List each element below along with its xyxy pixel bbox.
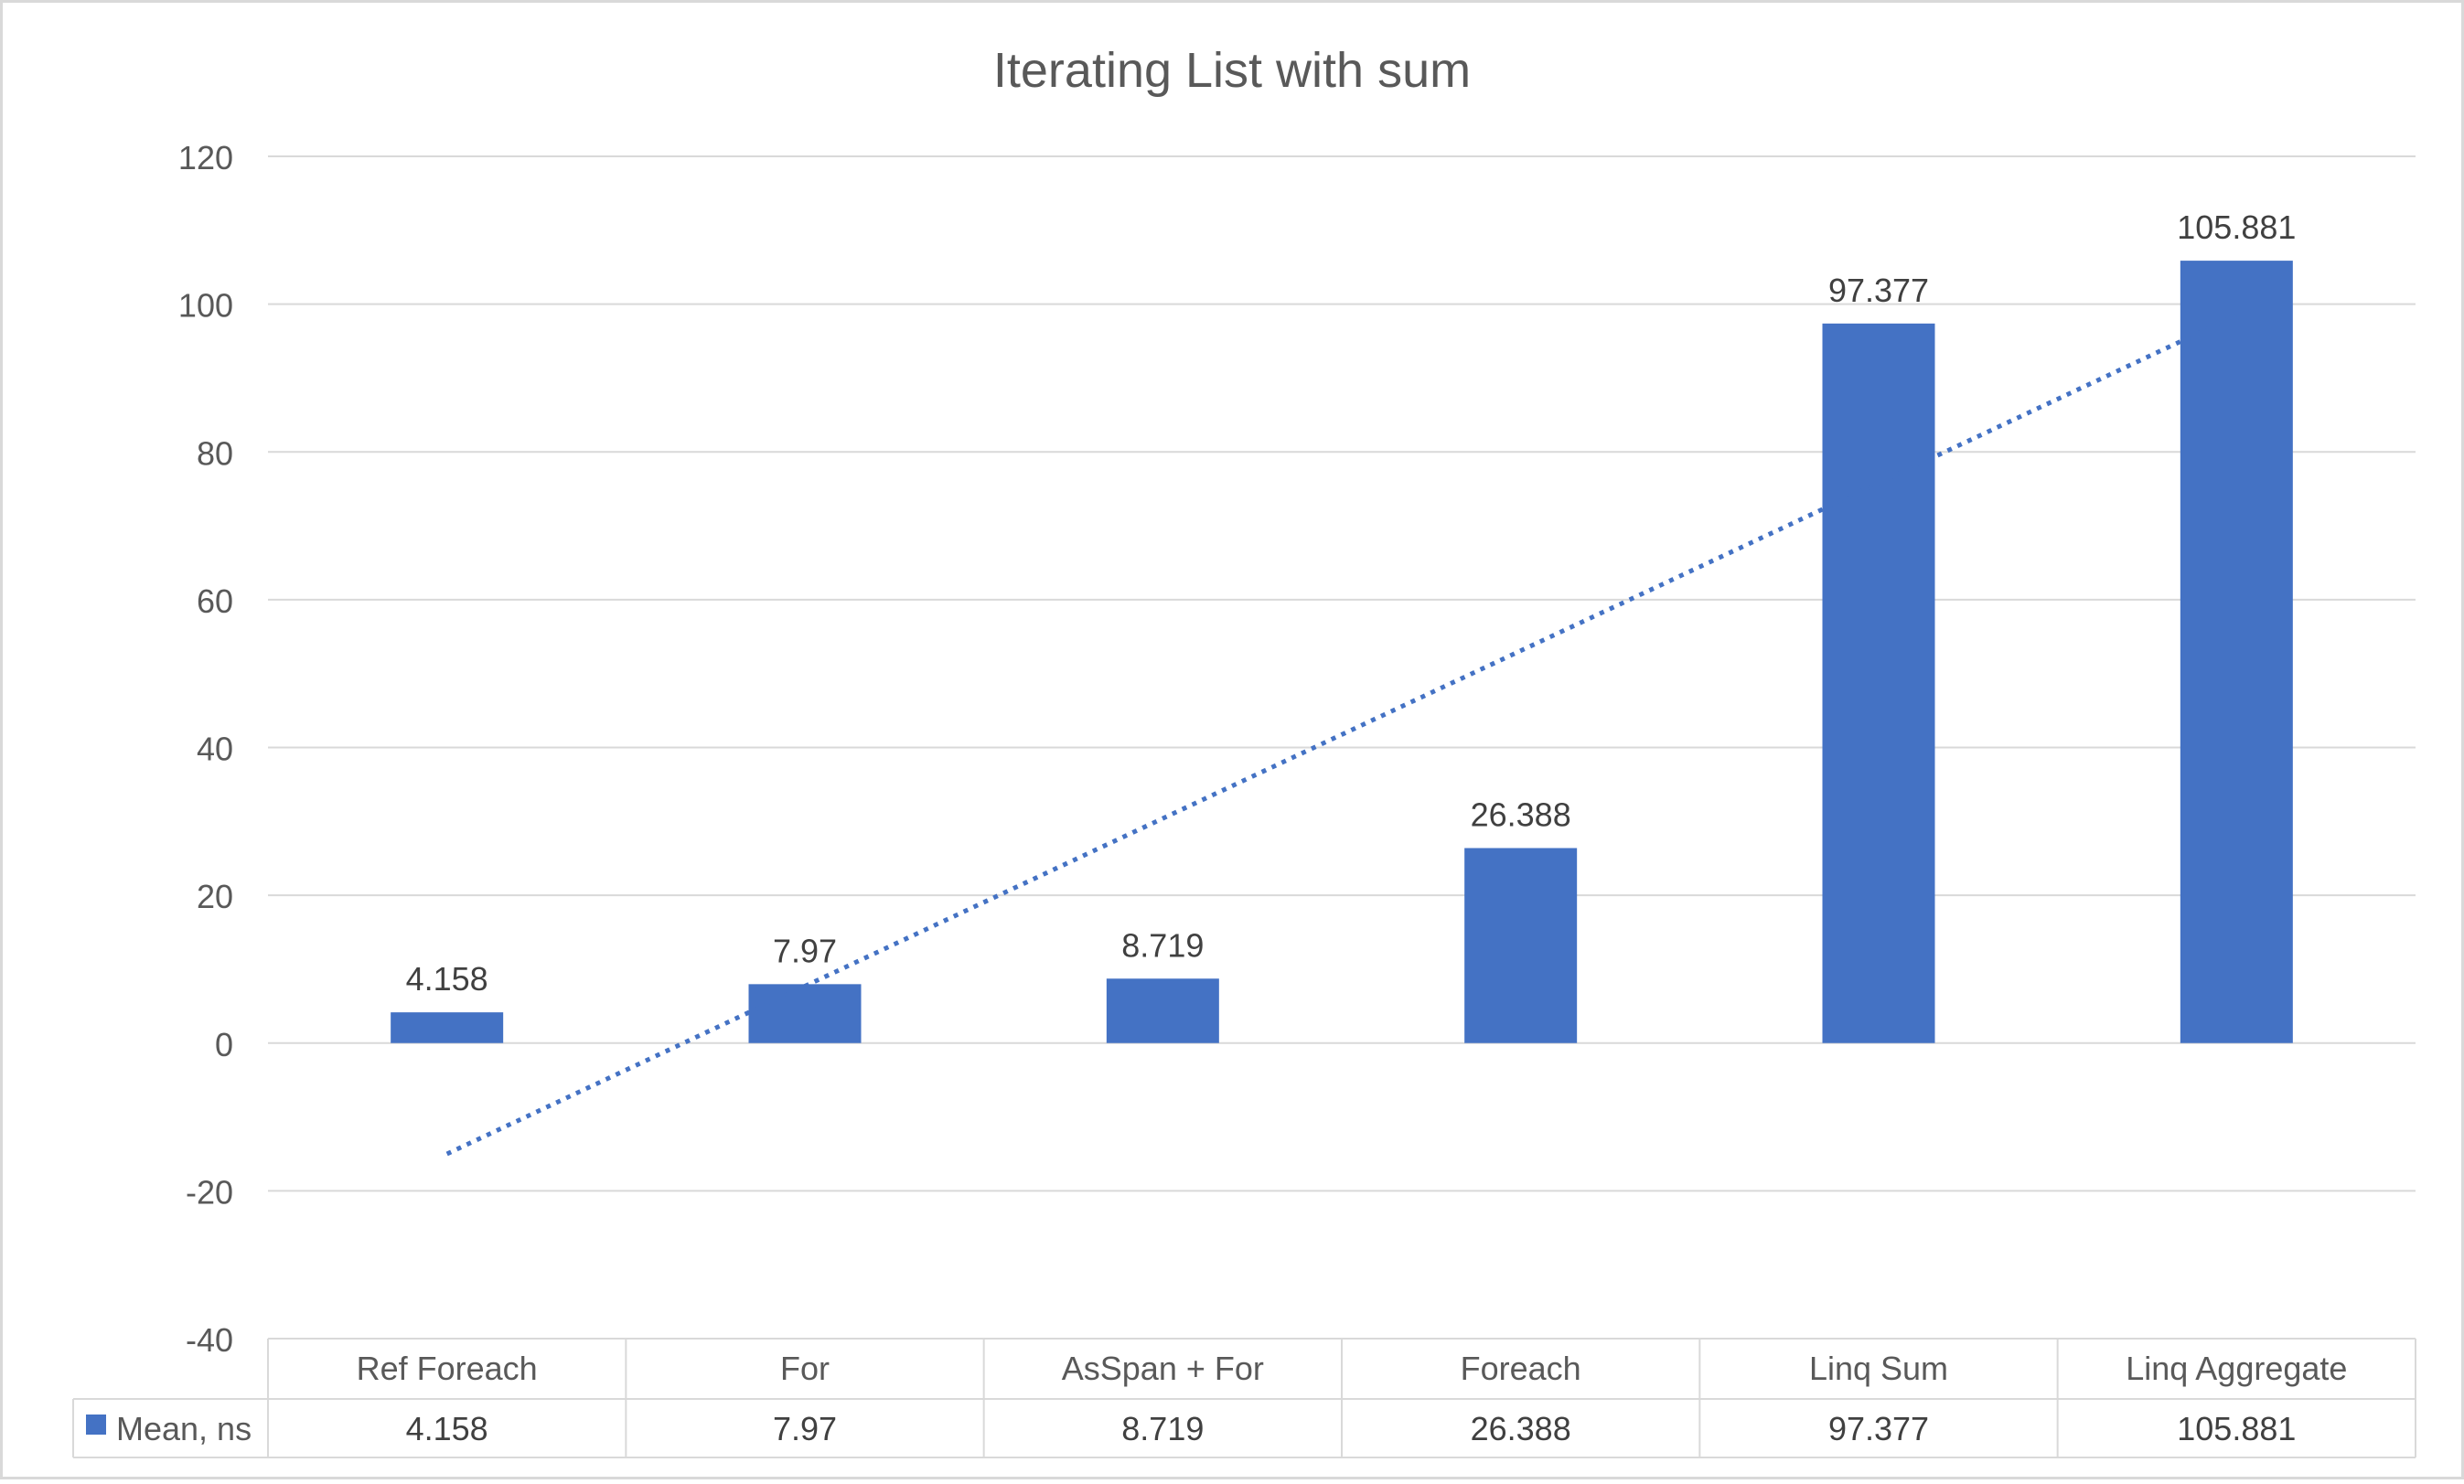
gridlines — [268, 155, 2416, 1192]
table-value: 4.158 — [406, 1410, 488, 1447]
data-table: Ref Foreach 4.158 For 7.97 AsSpan + For 8.719… — [72, 1338, 2416, 1458]
table-category-label: Linq Sum — [1809, 1350, 1948, 1387]
bar — [1106, 978, 1219, 1043]
table-category-label: AsSpan + For — [1062, 1350, 1264, 1387]
table-category-label: Ref Foreach — [357, 1350, 538, 1387]
chart-title: Iterating List with sum — [993, 43, 1471, 98]
table-value: 26.388 — [1471, 1410, 1571, 1447]
bar — [1464, 848, 1578, 1043]
table-category-label: Foreach — [1461, 1350, 1581, 1387]
bar — [748, 984, 862, 1043]
legend-key — [86, 1415, 106, 1435]
y-tick-label: 20 — [197, 878, 233, 915]
table-value: 97.377 — [1828, 1410, 1929, 1447]
bars — [391, 261, 2293, 1043]
table-category-label: Linq Aggregate — [2126, 1350, 2347, 1387]
table-category-label: For — [780, 1350, 830, 1387]
data-label: 7.97 — [773, 932, 837, 969]
data-label: 97.377 — [1828, 272, 1929, 309]
legend-series-name: Mean, ns — [116, 1410, 252, 1447]
y-tick-label: 80 — [197, 434, 233, 472]
trendline-group — [445, 313, 2238, 1157]
y-tick-label: 60 — [197, 582, 233, 620]
data-labels: 4.158 7.97 8.719 26.388 97.377 105.881 — [406, 208, 2297, 998]
data-label: 8.719 — [1121, 926, 1204, 964]
y-tick-label: 0 — [215, 1026, 233, 1063]
data-label: 26.388 — [1471, 796, 1571, 834]
data-label: 4.158 — [406, 960, 488, 998]
table-value: 105.881 — [2177, 1410, 2296, 1447]
trendline — [445, 313, 2238, 1157]
y-tick-label: 40 — [197, 731, 233, 768]
bar — [2180, 261, 2293, 1043]
y-axis-tick-labels: -40 -20 0 20 40 60 80 100 120 — [178, 139, 233, 1359]
bar — [391, 1012, 504, 1043]
y-tick-label: -40 — [186, 1321, 233, 1359]
bar — [1822, 323, 1935, 1043]
y-tick-label: 100 — [178, 287, 233, 325]
data-label: 105.881 — [2177, 208, 2296, 246]
y-tick-label: 120 — [178, 139, 233, 176]
table-value: 7.97 — [773, 1410, 837, 1447]
y-tick-label: -20 — [186, 1173, 233, 1211]
table-value: 8.719 — [1121, 1410, 1204, 1447]
